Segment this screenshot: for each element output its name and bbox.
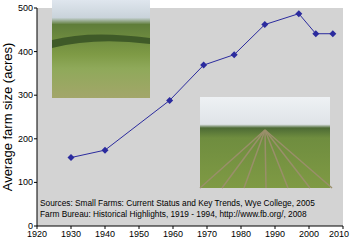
photo-furrow [200, 130, 265, 188]
photo-furrow [265, 130, 288, 188]
x-tick-label: 1980 [231, 229, 251, 239]
y-tick-label: 300 [18, 90, 33, 100]
data-marker [261, 21, 268, 28]
y-axis-line [37, 8, 38, 226]
y-tick-label: 400 [18, 47, 33, 57]
plot-background [37, 8, 343, 226]
data-marker [166, 97, 173, 104]
chart-container: 0100200300400500192019301940195019601970… [0, 0, 350, 242]
y-tick [34, 138, 37, 139]
data-marker [200, 62, 207, 69]
y-tick [34, 8, 37, 9]
x-tick-label: 2010 [329, 229, 349, 239]
x-tick-label: 1960 [163, 229, 183, 239]
chart-svg: 0100200300400500192019301940195019601970… [0, 0, 350, 242]
photo-furrow [265, 130, 310, 188]
x-tick-label: 2000 [299, 229, 319, 239]
photo-furrow [265, 130, 332, 188]
data-line [71, 14, 333, 158]
data-marker [102, 147, 109, 154]
y-tick-label: 500 [18, 3, 33, 13]
y-tick-label: 200 [18, 134, 33, 144]
x-tick-label: 1970 [197, 229, 217, 239]
source-note: Sources: Small Farms: Current Status and… [40, 198, 315, 208]
x-tick-label: 1940 [95, 229, 115, 239]
data-marker [231, 51, 238, 58]
source-note: Farm Bureau: Historical Highlights, 1919… [40, 209, 307, 219]
y-tick [34, 95, 37, 96]
photo-furrow [244, 130, 265, 188]
photo-furrow [222, 130, 265, 188]
photo-crop-field [200, 97, 330, 188]
photo-hedgerow-field [52, 0, 150, 98]
data-marker [329, 30, 336, 37]
x-tick-label: 1920 [27, 229, 47, 239]
x-tick-label: 1930 [61, 229, 81, 239]
y-tick [34, 51, 37, 52]
photo-hedgerow [52, 34, 150, 48]
data-marker [68, 154, 75, 161]
x-axis-line [37, 226, 343, 227]
y-tick-label: 100 [18, 177, 33, 187]
y-axis-label: Average farm size (acres) [0, 43, 15, 192]
data-group [68, 10, 337, 161]
data-marker [295, 10, 302, 17]
x-tick-label: 1990 [265, 229, 285, 239]
y-tick [34, 182, 37, 183]
x-tick-label: 1950 [129, 229, 149, 239]
data-marker [312, 30, 319, 37]
photo-furrow [265, 130, 266, 188]
